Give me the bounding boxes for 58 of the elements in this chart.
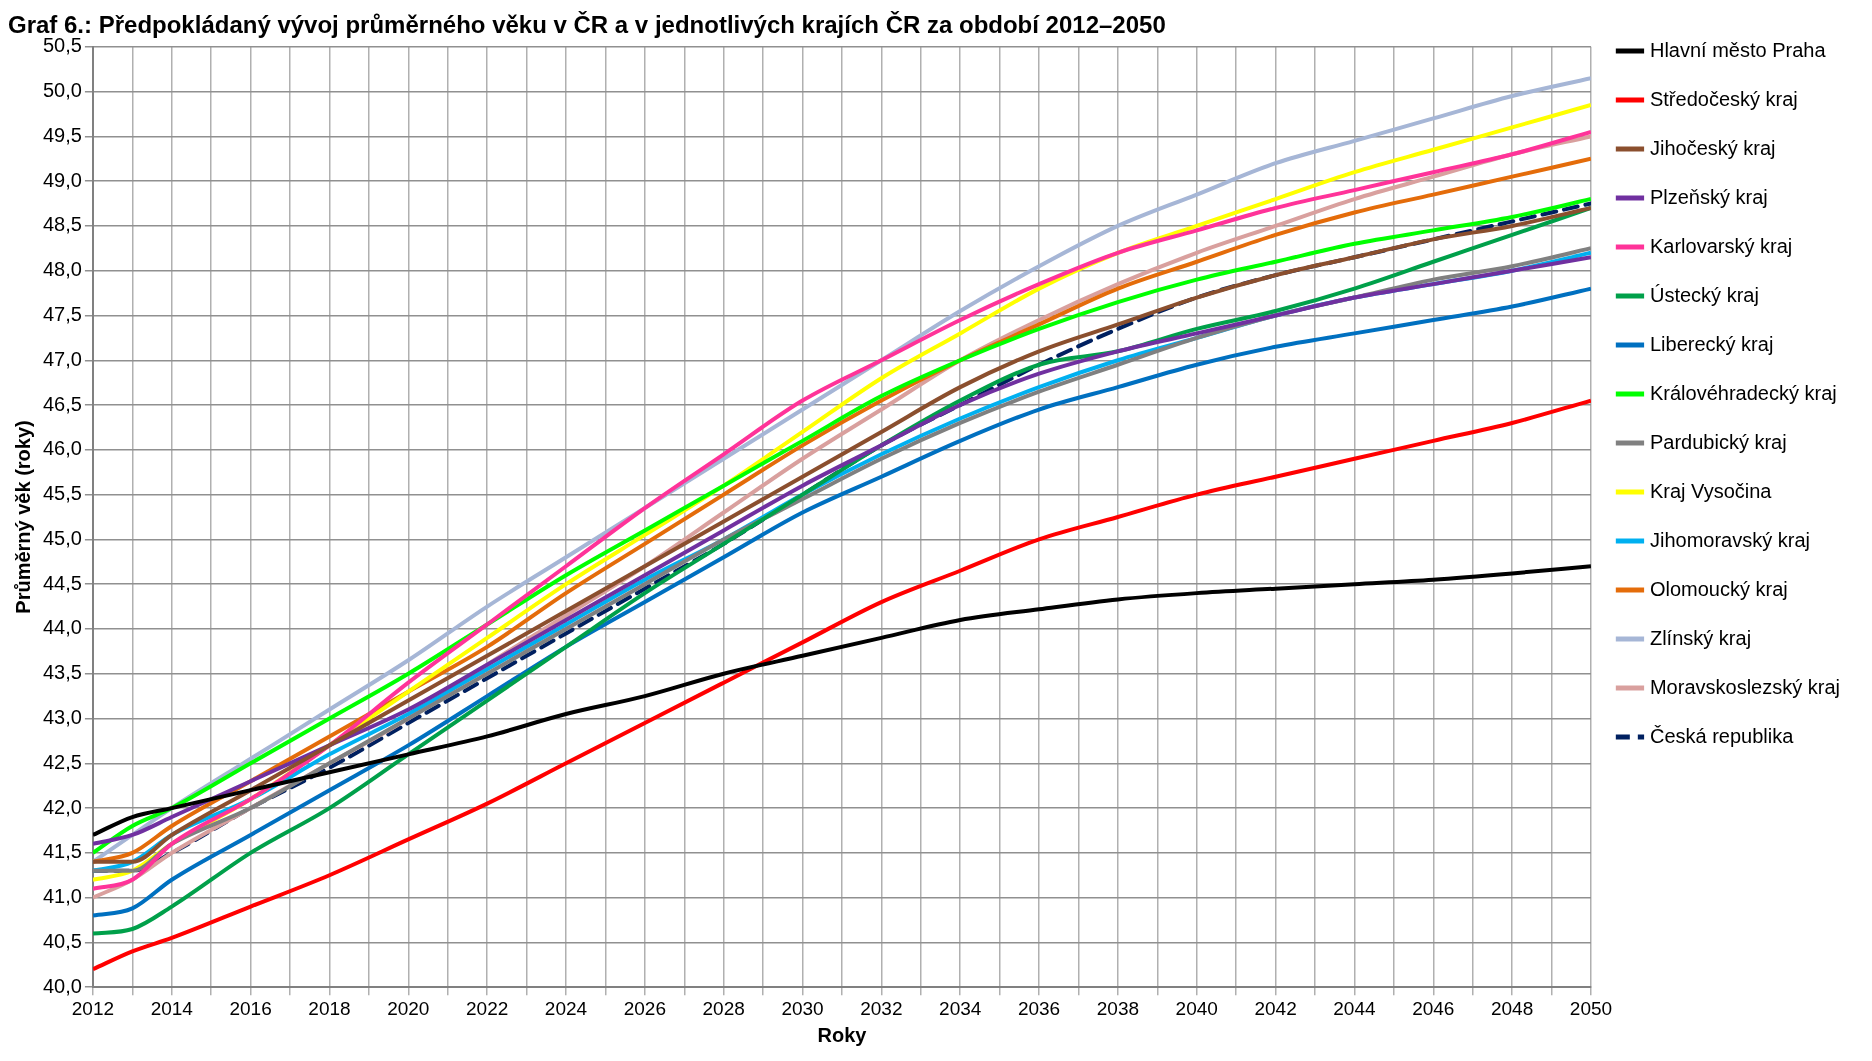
y-tick-label: 47,5: [42, 303, 82, 325]
legend-label: Jihomoravský kraj: [1649, 528, 1811, 551]
x-tick-label: 2044: [1333, 997, 1376, 1019]
y-tick-label: 43,0: [42, 706, 82, 729]
x-axis-title: Roky: [817, 1023, 868, 1046]
x-tick-label: 2034: [939, 997, 982, 1019]
x-tick-label: 2030: [781, 997, 824, 1019]
x-tick-label: 2048: [1490, 997, 1534, 1019]
y-tick-label: 50,0: [42, 79, 82, 102]
legend-label: Pardubický kraj: [1649, 430, 1787, 453]
y-tick-label: 49,5: [42, 123, 82, 146]
x-tick-label: 2020: [387, 997, 430, 1019]
legend-label: Olomoucký kraj: [1649, 577, 1788, 600]
y-axis-title: Průměrný věk (roky): [11, 420, 34, 614]
legend-label: Plzeňský kraj: [1649, 185, 1768, 208]
x-tick-label: 2022: [466, 997, 509, 1019]
x-tick-label: 2036: [1017, 997, 1061, 1019]
legend-label: Karlovarský kraj: [1649, 234, 1793, 257]
y-tick-label: 44,0: [42, 616, 82, 639]
y-tick-label: 43,5: [42, 661, 82, 684]
legend-label: Kraj Vysočina: [1649, 479, 1773, 502]
x-tick-label: 2026: [623, 997, 666, 1019]
y-tick-label: 49,0: [42, 168, 82, 191]
y-tick-label: 44,5: [42, 571, 82, 594]
legend-label: Královéhradecký kraj: [1649, 381, 1837, 404]
legend-label: Liberecký kraj: [1649, 332, 1774, 355]
x-tick-label: 2050: [1569, 997, 1613, 1019]
y-tick-label: 45,0: [42, 526, 82, 549]
y-tick-label: 42,0: [42, 795, 82, 818]
x-tick-label: 2012: [71, 997, 115, 1019]
x-tick-label: 2016: [229, 997, 272, 1019]
y-tick-label: 46,5: [42, 392, 82, 415]
legend-label: Středočeský kraj: [1649, 87, 1798, 110]
y-tick-label: 46,0: [42, 437, 82, 460]
y-tick-label: 48,0: [42, 258, 82, 281]
y-tick-label: 40,0: [42, 974, 82, 997]
y-tick-label: 45,5: [42, 482, 82, 505]
x-tick-label: 2032: [860, 997, 903, 1019]
x-tick-label: 2038: [1096, 997, 1140, 1019]
x-tick-label: 2028: [702, 997, 745, 1019]
y-tick-label: 41,0: [42, 885, 82, 908]
legend-label: Moravskoslezský kraj: [1649, 675, 1841, 698]
x-tick-label: 2024: [544, 997, 588, 1019]
legend-label: Hlavní město Praha: [1649, 38, 1827, 61]
x-tick-label: 2018: [308, 997, 351, 1019]
legend-label: Zlínský kraj: [1649, 626, 1752, 649]
y-tick-label: 48,5: [42, 213, 82, 236]
y-tick-label: 40,5: [42, 929, 82, 952]
legend-label: Ústecký kraj: [1649, 283, 1759, 306]
x-tick-label: 2040: [1175, 997, 1218, 1019]
x-tick-label: 2014: [150, 997, 194, 1019]
y-tick-label: 41,5: [42, 840, 82, 863]
x-tick-label: 2046: [1412, 997, 1455, 1019]
x-tick-label: 2042: [1254, 997, 1297, 1019]
y-tick-label: 42,5: [42, 750, 82, 773]
legend-label: Jihočeský kraj: [1649, 136, 1776, 159]
legend-label: Česká republika: [1649, 724, 1795, 747]
y-tick-label: 47,0: [42, 347, 82, 370]
